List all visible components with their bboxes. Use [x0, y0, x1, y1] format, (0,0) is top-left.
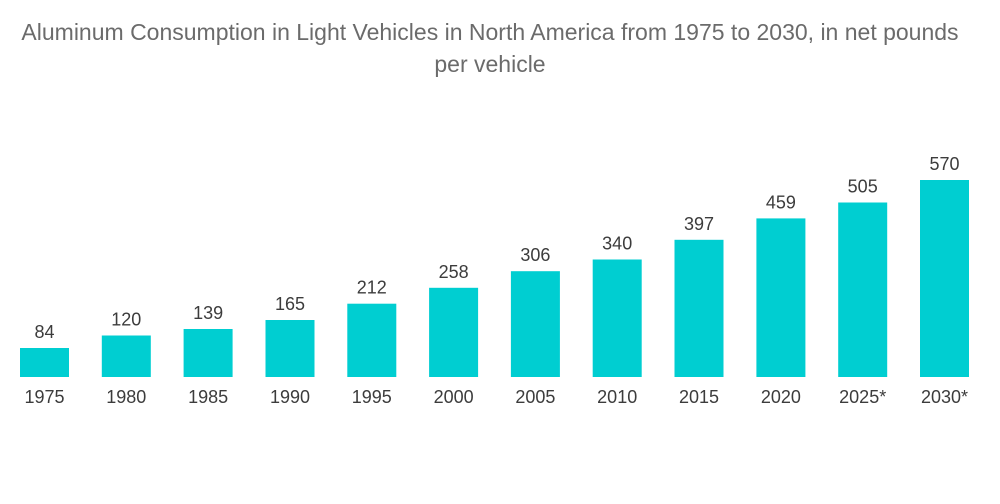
value-label-1990: 165 — [275, 294, 305, 314]
x-tick-label-2020: 2020 — [761, 387, 801, 407]
value-label-2000: 258 — [439, 262, 469, 282]
x-tick-label-2000: 2000 — [434, 387, 474, 407]
chart-title: Aluminum Consumption in Light Vehicles i… — [21, 19, 959, 77]
x-tick-label-1990: 1990 — [270, 387, 310, 407]
bar-2005 — [510, 271, 560, 377]
bar-2010 — [592, 259, 642, 377]
x-tick-label-1980: 1980 — [106, 387, 146, 407]
bar-1980 — [101, 335, 151, 377]
value-label-1995: 212 — [357, 278, 387, 298]
value-label-2025-projected: 505 — [848, 177, 878, 197]
bar-1995 — [347, 303, 397, 377]
x-tick-label-1995: 1995 — [352, 387, 392, 407]
value-label-2020: 459 — [766, 192, 796, 212]
bar-2020 — [756, 218, 806, 377]
bar-2030-projected — [920, 180, 969, 377]
x-tick-label-1985: 1985 — [188, 387, 228, 407]
x-tick-label-1975: 1975 — [24, 387, 64, 407]
bar-2025-projected — [838, 202, 888, 377]
value-label-2015: 397 — [684, 214, 714, 234]
x-tick-label-2010: 2010 — [597, 387, 637, 407]
value-label-2010: 340 — [602, 234, 632, 254]
value-label-1980: 120 — [111, 310, 141, 330]
value-label-1985: 139 — [193, 303, 223, 323]
value-labels-group: 84 120 139 165 212 258 306 340 397 459 505 570 — [34, 154, 959, 342]
bar-2000 — [429, 287, 479, 377]
value-label-2005: 306 — [520, 245, 550, 265]
bar-2015 — [674, 239, 724, 377]
value-label-1975: 84 — [34, 322, 54, 342]
x-tick-label-2030-projected: 2030* — [921, 387, 968, 407]
x-axis-tick-labels: 1975 1980 1985 1990 1995 2000 2005 2010 2015 2020… — [24, 387, 968, 407]
bar-1990 — [265, 320, 315, 377]
value-label-2030-projected: 570 — [929, 154, 959, 174]
bar-1985 — [183, 329, 233, 377]
bar-1975 — [20, 348, 69, 377]
x-tick-label-2025-projected: 2025* — [839, 387, 886, 407]
x-tick-label-2005: 2005 — [515, 387, 555, 407]
x-tick-label-2015: 2015 — [679, 387, 719, 407]
bars-group — [20, 180, 969, 377]
